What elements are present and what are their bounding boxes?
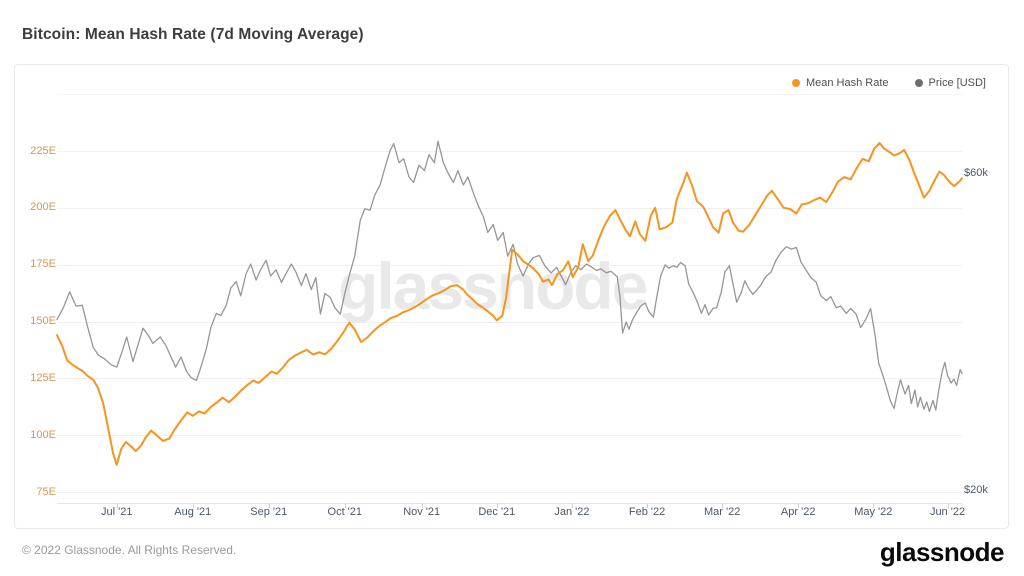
y-axis-left-label: 175E <box>30 258 56 271</box>
x-axis-label: Mar '22 <box>704 506 741 518</box>
x-axis-label: Jul '21 <box>100 506 133 518</box>
chart-card <box>14 64 1009 529</box>
x-axis-label: Sep '21 <box>250 506 288 518</box>
price-line <box>56 140 963 413</box>
y-axis-right-label: $60k <box>964 166 988 179</box>
y-axis-left-label: 200E <box>30 201 56 214</box>
legend-item-mean-hash-rate[interactable]: Mean Hash Rate <box>791 77 889 89</box>
y-axis-right-label: $20k <box>964 483 988 496</box>
x-axis-label: Apr '22 <box>780 506 816 518</box>
copyright-text: © 2022 Glassnode. All Rights Reserved. <box>22 543 237 557</box>
legend-dot-icon <box>791 79 800 87</box>
x-axis-label: Jun '22 <box>929 506 966 518</box>
legend-label: Price [USD] <box>928 77 986 89</box>
glassnode-logo: glassnode <box>879 537 1005 567</box>
legend-label: Mean Hash Rate <box>805 77 889 89</box>
y-axis-left-label: 150E <box>30 315 56 327</box>
glassnode-watermark: glassnode <box>338 249 647 323</box>
x-axis-label: Dec '21 <box>478 506 516 518</box>
x-axis-label: Oct '21 <box>327 506 363 518</box>
page-title: Bitcoin: Mean Hash Rate (7d Moving Avera… <box>22 26 364 43</box>
chart-legend: Mean Hash Rate Price [USD] <box>791 77 986 89</box>
x-axis-label: Aug '21 <box>174 506 212 518</box>
y-axis-left-label: 125E <box>30 371 56 384</box>
y-axis-left-label: 100E <box>30 428 56 441</box>
legend-item-price-usd[interactable]: Price [USD] <box>914 77 986 89</box>
legend-dot-icon <box>914 79 923 87</box>
y-axis-left-label: 225E <box>30 144 56 157</box>
hash-rate-line <box>56 142 963 466</box>
x-axis-label: Jan '22 <box>554 506 590 518</box>
x-axis-label: May '22 <box>854 506 893 518</box>
y-axis-left-label: 75E <box>36 485 56 498</box>
x-axis-label: Nov '21 <box>403 506 441 518</box>
x-axis-label: Feb '22 <box>628 506 666 518</box>
